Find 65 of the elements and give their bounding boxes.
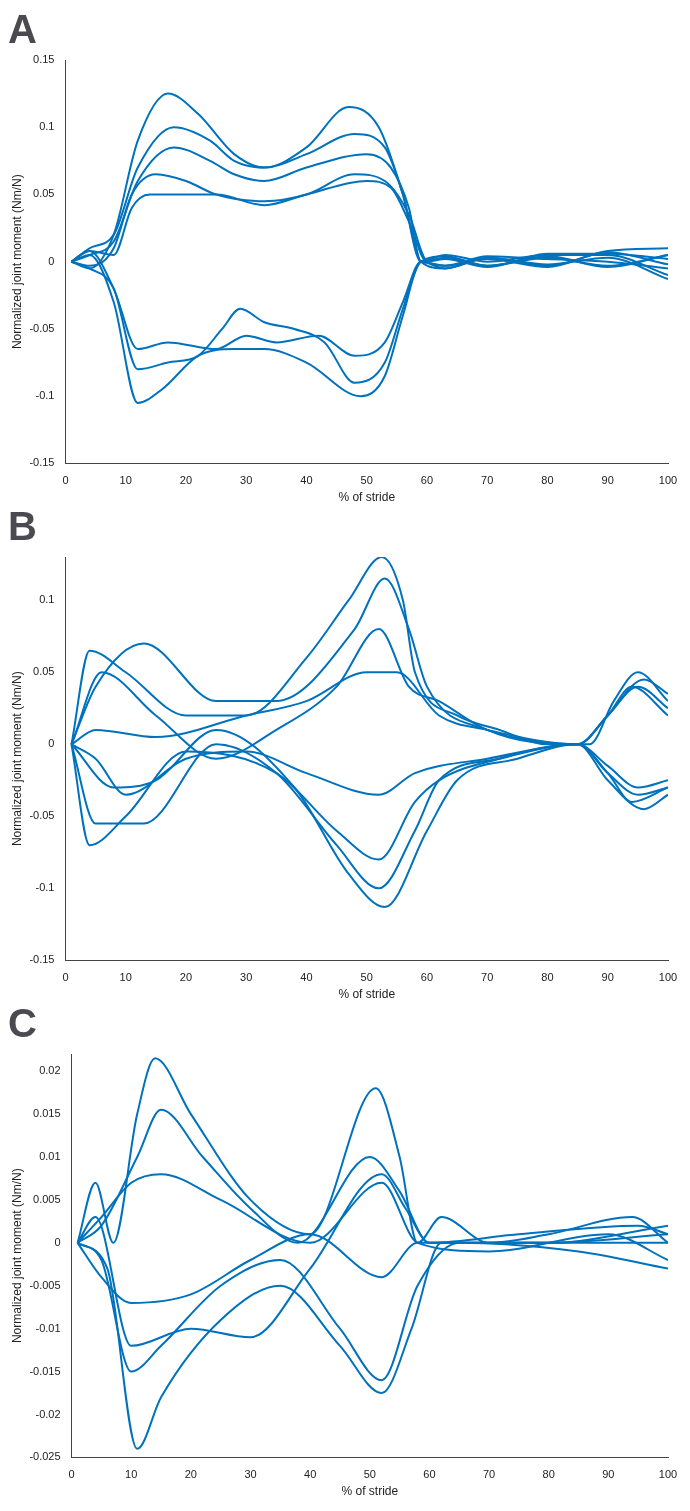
x-tick-label: 80 [542,1468,555,1481]
x-tick-label: 100 [658,474,678,487]
x-tick-label: 20 [184,1468,197,1481]
y-tick-label: 0.02 [39,1064,61,1077]
x-axis-title: % of stride [338,987,396,1002]
y-axis-title: Normalized joint moment (Nm/N) [9,174,24,350]
y-tick-label: -0.02 [35,1407,61,1420]
x-tick-label: 50 [363,1468,376,1481]
y-tick-label: -0.1 [35,389,55,402]
x-tick-label: 40 [300,971,313,984]
x-tick-label: 40 [300,474,313,487]
y-tick-label: 0.1 [39,593,55,606]
y-tick-label: -0.1 [35,881,55,894]
x-tick-label: 0 [68,1468,75,1481]
y-tick-label: -0.005 [29,1278,61,1291]
x-tick-label: 100 [658,1468,678,1481]
chart-title: A [8,7,37,52]
x-tick-label: 30 [240,474,253,487]
chart-title: C [8,1001,37,1046]
chart-title: B [8,504,37,549]
y-tick-label: 0.015 [33,1107,61,1120]
x-tick-label: 70 [481,971,494,984]
y-tick-label: 0 [54,1235,61,1248]
y-tick-label: 0 [48,737,55,750]
x-tick-label: 60 [423,1468,436,1481]
x-tick-label: 30 [244,1468,257,1481]
x-tick-label: 50 [360,971,373,984]
x-tick-label: 10 [125,1468,138,1481]
x-tick-label: 10 [119,971,132,984]
x-tick-label: 20 [179,971,193,984]
x-tick-label: 30 [240,971,253,984]
x-tick-label: 90 [602,1468,615,1481]
x-tick-label: 40 [304,1468,317,1481]
x-tick-label: 20 [179,474,193,487]
x-tick-label: 50 [360,474,373,487]
y-tick-label: -0.05 [29,321,55,334]
y-tick-label: 0.01 [39,1150,61,1163]
y-tick-label: -0.05 [29,809,55,822]
x-tick-label: 100 [658,971,678,984]
y-tick-label: 0.05 [33,665,55,678]
x-tick-label: 80 [541,474,554,487]
y-tick-label: 0.005 [33,1192,61,1205]
y-tick-label: -0.01 [35,1321,61,1334]
y-tick-label: 0.1 [39,120,55,133]
x-tick-label: 60 [420,474,434,487]
x-tick-label: 70 [482,1468,496,1481]
y-tick-label: 0 [48,254,55,267]
x-tick-label: 0 [62,474,69,487]
x-tick-label: 10 [119,474,132,487]
x-axis-title: % of stride [338,490,396,505]
x-tick-label: 80 [541,971,554,984]
x-tick-label: 60 [420,971,434,984]
y-axis-title: Normalized joint moment (Nm/N) [9,671,24,847]
x-tick-label: 90 [601,474,614,487]
y-tick-label: 0.15 [33,53,55,66]
x-tick-label: 70 [481,474,494,487]
y-axis-title: Normalized joint moment (Nm/N) [9,1168,24,1344]
x-tick-label: 90 [601,971,614,984]
y-tick-label: -0.15 [29,953,55,966]
x-axis-title: % of stride [341,1484,399,1499]
y-tick-label: -0.15 [29,456,55,469]
y-tick-label: -0.015 [29,1364,61,1377]
x-tick-label: 0 [62,971,69,984]
y-tick-label: -0.025 [29,1450,61,1463]
y-tick-label: 0.05 [33,187,55,200]
